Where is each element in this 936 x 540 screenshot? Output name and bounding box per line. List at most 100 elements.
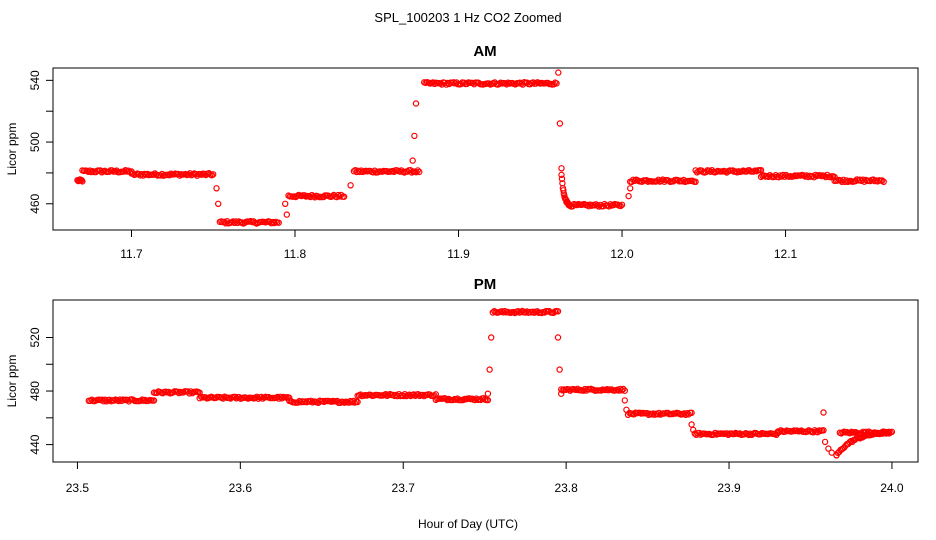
data-point [691,430,699,437]
pm-panel: PM Licor ppm 23.5 23.6 23.7 23.8 23.9 24.0 440… [5,276,919,495]
pm-data-points [85,307,896,459]
pm-x-tick-label: 23.6 [229,481,253,495]
pm-x-tick-label: 23.5 [66,481,90,495]
data-point [523,308,531,315]
am-x-tick-label: 12.1 [774,247,798,261]
data-point [489,309,496,316]
data-point [116,396,124,403]
data-point [679,178,686,185]
pm-plot-frame [52,299,919,463]
data-point [650,410,657,417]
data-point [712,429,719,437]
data-point [414,167,421,174]
pm-x-tick-label: 23.7 [392,481,416,495]
data-point [275,219,282,226]
data-point [880,178,887,185]
data-point [550,81,557,88]
data-point [566,202,573,209]
data-point [821,438,829,446]
data-point [731,430,738,438]
data-point [329,192,336,200]
data-point [618,387,626,394]
data-point [581,385,589,393]
data-point [411,132,418,140]
data-point [620,385,627,393]
data-point [707,168,714,175]
data-point [437,80,444,87]
am-plot-frame [52,67,919,231]
data-point [419,391,426,399]
data-point [757,166,765,174]
pm-y-axis-label: Licor ppm [5,355,19,408]
data-point [165,388,172,396]
data-point [625,192,632,200]
data-point [820,427,827,434]
data-point [444,396,451,404]
data-point [553,80,560,87]
data-point [710,431,718,438]
data-point [442,395,450,403]
data-point [688,421,695,428]
data-point [79,178,86,185]
data-point [396,168,404,175]
data-point [158,170,166,178]
data-point [463,80,471,88]
data-point [311,194,318,201]
data-point [429,79,437,86]
data-point [486,366,493,373]
data-point [879,177,886,184]
data-point [688,409,695,416]
pm-y-tick-label: 480 [28,381,42,401]
data-point [757,431,764,438]
data-point [586,201,594,208]
data-point [702,168,710,176]
data-point [412,100,420,107]
data-point [747,430,754,437]
data-point [101,396,109,403]
pm-x-tick-label: 23.8 [554,481,578,495]
data-point [692,178,699,185]
data-point [153,389,161,397]
data-point [812,171,819,179]
data-point [307,397,315,404]
data-point [725,431,732,438]
data-point [825,445,832,452]
am-panel-title: AM [473,43,496,60]
data-point [654,411,661,418]
data-point [653,177,661,185]
data-point [623,406,630,413]
data-point [406,391,413,398]
data-point [350,397,357,405]
data-point [683,410,691,417]
data-point [723,430,731,437]
data-point [150,171,157,178]
am-y-axis-label: Licor ppm [5,123,19,176]
data-point [354,398,361,406]
data-point [804,428,811,435]
data-point [404,168,411,175]
data-point [460,79,468,86]
data-point [414,391,422,398]
am-panel: AM Licor ppm 11.7 11.8 11.9 12.0 12.1 460 500 5… [5,43,919,261]
data-point [138,170,145,178]
data-point [336,193,343,200]
data-point [356,168,363,176]
am-y-tick-label: 540 [28,70,42,90]
data-point [821,172,828,179]
data-point [157,172,164,179]
pm-y-tick-label: 520 [28,327,42,347]
data-point [282,200,289,207]
data-point [150,397,158,404]
data-point [828,449,835,456]
data-point [129,170,137,177]
data-point [120,168,128,175]
data-point [627,185,634,192]
data-point [213,185,220,192]
data-point [85,168,92,175]
am-x-tick-label: 11.7 [120,247,143,261]
data-point [340,193,348,200]
data-point [301,192,308,199]
data-point [556,120,564,127]
am-x-tick-label: 11.9 [447,247,470,261]
data-point [192,170,199,178]
